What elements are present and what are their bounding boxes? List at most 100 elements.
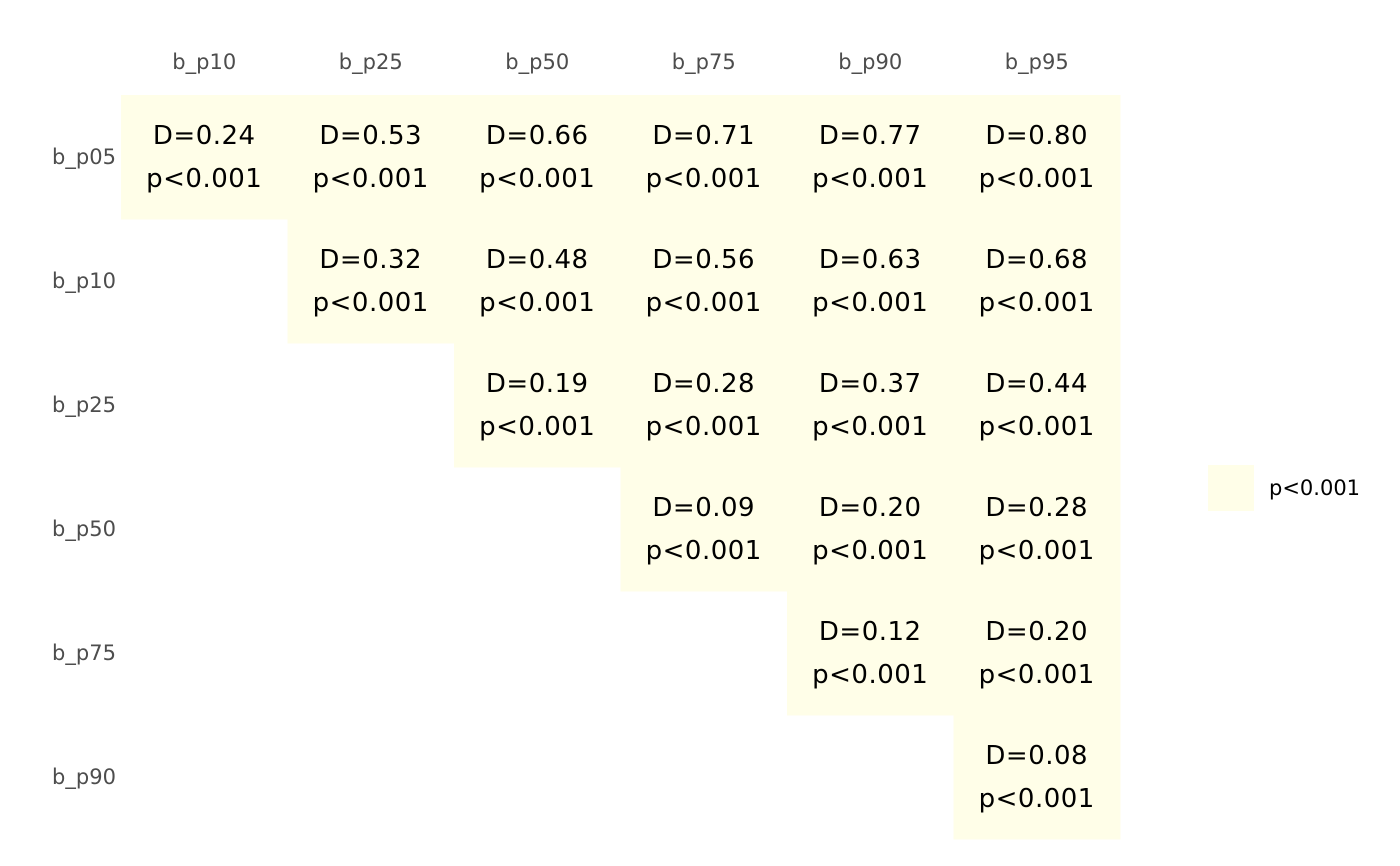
- cell-p-value: p<0.001: [479, 164, 595, 194]
- heatmap-cell-b_p05-b_p95: D=0.80 p<0.001: [953, 95, 1121, 220]
- row-labels: b_p05 b_p10 b_p25 b_p50 b_p75 b_p90: [52, 145, 116, 790]
- cell-d-value: D=0.71: [652, 121, 755, 151]
- column-label-b_p25: b_p25: [339, 50, 403, 75]
- cell-rect: [454, 95, 621, 220]
- cell-d-value: D=0.53: [319, 121, 422, 151]
- cell-p-value: p<0.001: [146, 164, 262, 194]
- cell-rect: [620, 343, 788, 468]
- heatmap-cell-b_p90-b_p95: D=0.08 p<0.001: [953, 715, 1121, 840]
- cell-p-value: p<0.001: [313, 164, 429, 194]
- cell-d-value: D=0.09: [652, 493, 755, 523]
- row-label-b_p90: b_p90: [52, 765, 116, 790]
- heatmap-cell-b_p50-b_p75: D=0.09 p<0.001: [620, 467, 788, 592]
- row-label-b_p75: b_p75: [52, 641, 116, 666]
- heatmap-cell-b_p50-b_p90: D=0.20 p<0.001: [787, 467, 954, 592]
- cell-rect: [620, 467, 788, 592]
- cell-d-value: D=0.44: [985, 369, 1088, 399]
- heatmap-cell-b_p10-b_p95: D=0.68 p<0.001: [953, 219, 1121, 344]
- cell-rect: [953, 715, 1121, 840]
- cell-rect: [287, 95, 455, 220]
- cell-p-value: p<0.001: [979, 536, 1095, 566]
- cell-p-value: p<0.001: [812, 164, 928, 194]
- cell-rect: [953, 467, 1121, 592]
- cell-d-value: D=0.66: [486, 121, 589, 151]
- cell-p-value: p<0.001: [479, 412, 595, 442]
- cell-rect: [953, 343, 1121, 468]
- cell-rect: [953, 219, 1121, 344]
- heatmap-cell-b_p25-b_p90: D=0.37 p<0.001: [787, 343, 954, 468]
- cell-p-value: p<0.001: [979, 164, 1095, 194]
- cell-d-value: D=0.56: [652, 245, 755, 275]
- legend-label: p<0.001: [1269, 476, 1360, 500]
- cell-p-value: p<0.001: [979, 784, 1095, 814]
- cell-rect: [953, 591, 1121, 716]
- cell-rect: [787, 467, 954, 592]
- column-label-b_p90: b_p90: [838, 50, 902, 75]
- cell-rect: [287, 219, 455, 344]
- cell-d-value: D=0.20: [819, 493, 922, 523]
- cell-d-value: D=0.08: [985, 741, 1088, 771]
- heatmap-cell-b_p05-b_p50: D=0.66 p<0.001: [454, 95, 621, 220]
- cell-rect: [787, 219, 954, 344]
- heatmap-cell-b_p10-b_p50: D=0.48 p<0.001: [454, 219, 621, 344]
- heatmap-cell-b_p05-b_p10: D=0.24 p<0.001: [121, 95, 288, 220]
- legend: p<0.001: [1208, 465, 1360, 511]
- cell-d-value: D=0.24: [153, 121, 256, 151]
- cell-rect: [620, 95, 788, 220]
- cell-d-value: D=0.20: [985, 617, 1088, 647]
- cell-p-value: p<0.001: [646, 536, 762, 566]
- heatmap-cell-b_p25-b_p95: D=0.44 p<0.001: [953, 343, 1121, 468]
- cell-rect: [121, 95, 288, 220]
- cell-p-value: p<0.001: [479, 288, 595, 318]
- legend-swatch: [1208, 465, 1254, 511]
- cell-p-value: p<0.001: [812, 536, 928, 566]
- cell-p-value: p<0.001: [313, 288, 429, 318]
- cell-p-value: p<0.001: [812, 412, 928, 442]
- cell-rect: [454, 219, 621, 344]
- cell-d-value: D=0.12: [819, 617, 922, 647]
- cell-p-value: p<0.001: [979, 288, 1095, 318]
- cell-p-value: p<0.001: [979, 412, 1095, 442]
- cell-rect: [620, 219, 788, 344]
- column-label-b_p50: b_p50: [505, 50, 569, 75]
- heatmap-cells: D=0.24p<0.001D=0.53p<0.001D=0.66p<0.001D…: [121, 95, 1121, 840]
- row-label-b_p05: b_p05: [52, 145, 116, 170]
- heatmap-cell-b_p10-b_p75: D=0.56 p<0.001: [620, 219, 788, 344]
- cell-p-value: p<0.001: [646, 412, 762, 442]
- heatmap-cell-b_p10-b_p90: D=0.63 p<0.001: [787, 219, 954, 344]
- heatmap-cell-b_p75-b_p90: D=0.12 p<0.001: [787, 591, 954, 716]
- cell-rect: [787, 591, 954, 716]
- cell-rect: [787, 343, 954, 468]
- column-label-b_p75: b_p75: [672, 50, 736, 75]
- cell-p-value: p<0.001: [812, 288, 928, 318]
- cell-p-value: p<0.001: [979, 660, 1095, 690]
- cell-p-value: p<0.001: [812, 660, 928, 690]
- cell-d-value: D=0.19: [486, 369, 589, 399]
- heatmap-cell-b_p75-b_p95: D=0.20 p<0.001: [953, 591, 1121, 716]
- cell-d-value: D=0.48: [486, 245, 589, 275]
- cell-d-value: D=0.68: [985, 245, 1088, 275]
- cell-d-value: D=0.37: [819, 369, 922, 399]
- heatmap-cell-b_p05-b_p90: D=0.77 p<0.001: [787, 95, 954, 220]
- heatmap-cell-b_p10-b_p25: D=0.32 p<0.001: [287, 219, 455, 344]
- heatmap-cell-b_p50-b_p95: D=0.28 p<0.001: [953, 467, 1121, 592]
- cell-rect: [953, 95, 1121, 220]
- cell-p-value: p<0.001: [646, 164, 762, 194]
- cell-d-value: D=0.80: [985, 121, 1088, 151]
- cell-rect: [787, 95, 954, 220]
- row-label-b_p25: b_p25: [52, 393, 116, 418]
- cell-d-value: D=0.28: [985, 493, 1088, 523]
- row-label-b_p50: b_p50: [52, 517, 116, 542]
- heatmap-cell-b_p25-b_p75: D=0.28 p<0.001: [620, 343, 788, 468]
- column-label-b_p95: b_p95: [1005, 50, 1069, 75]
- cell-d-value: D=0.63: [819, 245, 922, 275]
- column-label-b_p10: b_p10: [172, 50, 236, 75]
- cell-rect: [454, 343, 621, 468]
- column-labels: b_p10 b_p25 b_p50 b_p75 b_p90 b_p95: [172, 50, 1068, 75]
- cell-d-value: D=0.28: [652, 369, 755, 399]
- cell-p-value: p<0.001: [646, 288, 762, 318]
- cell-d-value: D=0.77: [819, 121, 922, 151]
- cell-d-value: D=0.32: [319, 245, 422, 275]
- heatmap-cell-b_p05-b_p75: D=0.71 p<0.001: [620, 95, 788, 220]
